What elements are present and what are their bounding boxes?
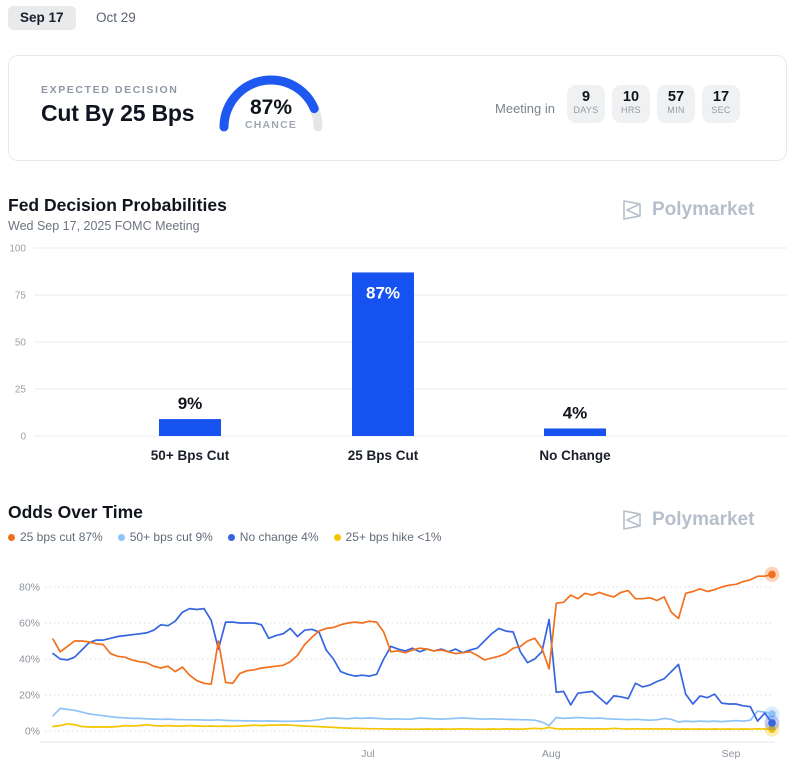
svg-text:20%: 20% bbox=[19, 690, 40, 702]
countdown-days-value: 9 bbox=[581, 89, 591, 105]
svg-text:4%: 4% bbox=[563, 403, 588, 422]
decision-title: Cut By 25 Bps bbox=[41, 100, 195, 126]
odds-over-time-line-chart[interactable]: 0% 20% 40% 60% 80% Jul Aug Sep bbox=[0, 552, 796, 770]
polymarket-wordmark: Polymarket bbox=[652, 509, 755, 530]
polymarket-logo[interactable]: Polymarket bbox=[620, 198, 754, 222]
fed-probabilities-title: Fed Decision Probabilities bbox=[8, 195, 227, 215]
svg-text:50: 50 bbox=[15, 338, 27, 349]
gauge-chance-label: CHANCE bbox=[244, 119, 298, 131]
legend-label: 50+ bps cut 9% bbox=[129, 530, 213, 544]
meeting-date-tabs: Sep 17 Oct 29 bbox=[8, 6, 148, 30]
svg-text:75: 75 bbox=[15, 291, 27, 302]
svg-text:Jul: Jul bbox=[361, 748, 374, 760]
polymarket-logo-2[interactable]: Polymarket bbox=[620, 508, 754, 532]
chance-gauge: 87% CHANCE bbox=[216, 70, 326, 134]
fed-probabilities-subtitle: Wed Sep 17, 2025 FOMC Meeting bbox=[8, 219, 200, 233]
countdown-seconds: 17 SEC bbox=[702, 85, 740, 123]
svg-text:80%: 80% bbox=[19, 582, 40, 594]
legend-item-50-bps-cut: 50+ bps cut 9% bbox=[117, 530, 213, 544]
legend-dot bbox=[8, 533, 15, 541]
tab-sep-17[interactable]: Sep 17 bbox=[8, 6, 76, 30]
legend-dot bbox=[333, 533, 341, 541]
svg-text:Aug: Aug bbox=[542, 748, 561, 760]
tab-oct-29[interactable]: Oct 29 bbox=[95, 10, 136, 25]
legend-item-25-bps-hike: 25+ bps hike <1% bbox=[333, 530, 442, 544]
svg-text:25 Bps Cut: 25 Bps Cut bbox=[348, 448, 419, 463]
countdown-minutes-unit: MIN bbox=[667, 105, 685, 115]
meeting-in-label: Meeting in bbox=[495, 101, 555, 116]
legend-item-no-change: No change 4% bbox=[227, 530, 319, 544]
svg-text:9%: 9% bbox=[178, 394, 203, 413]
legend-dot bbox=[117, 533, 125, 541]
fed-probabilities-bar-chart[interactable]: 0 25 50 75 100 9% 50+ Bps Cut 87% 25 Bps Cut 4% No… bbox=[0, 238, 796, 470]
svg-text:87%: 87% bbox=[366, 283, 400, 302]
svg-text:0: 0 bbox=[20, 432, 26, 443]
odds-over-time-title: Odds Over Time bbox=[8, 502, 143, 522]
svg-text:40%: 40% bbox=[19, 654, 40, 666]
countdown-days: 9 DAYS bbox=[567, 85, 605, 123]
summary-card: EXPECTED DECISION Cut By 25 Bps 87% CHAN… bbox=[8, 55, 787, 161]
countdown-minutes-value: 57 bbox=[667, 89, 685, 105]
odds-legend: 25 bps cut 87% 50+ bps cut 9% No change … bbox=[8, 530, 442, 544]
legend-label: No change 4% bbox=[239, 530, 319, 544]
gauge-value: 87% bbox=[249, 96, 293, 119]
legend-dot bbox=[227, 533, 235, 541]
gauge-arc bbox=[219, 75, 323, 132]
expected-decision-label: EXPECTED DECISION bbox=[41, 84, 179, 96]
svg-text:25: 25 bbox=[15, 385, 27, 396]
countdown-hours-unit: HRS bbox=[621, 105, 641, 115]
svg-text:Sep: Sep bbox=[722, 748, 741, 760]
countdown-hours: 10 HRS bbox=[612, 85, 650, 123]
svg-text:50+ Bps Cut: 50+ Bps Cut bbox=[151, 448, 230, 463]
legend-label: 25+ bps hike <1% bbox=[345, 530, 442, 544]
countdown-hours-value: 10 bbox=[622, 89, 640, 105]
svg-text:0%: 0% bbox=[25, 726, 40, 738]
polymarket-icon bbox=[623, 510, 641, 530]
svg-text:No Change: No Change bbox=[539, 448, 611, 463]
svg-text:100: 100 bbox=[9, 244, 26, 255]
svg-text:60%: 60% bbox=[19, 618, 40, 630]
countdown-seconds-value: 17 bbox=[712, 89, 730, 105]
legend-label: 25 bps cut 87% bbox=[20, 530, 103, 544]
countdown-minutes: 57 MIN bbox=[657, 85, 695, 123]
polymarket-wordmark: Polymarket bbox=[652, 199, 755, 220]
countdown-seconds-unit: SEC bbox=[711, 105, 731, 115]
countdown-days-unit: DAYS bbox=[573, 105, 599, 115]
legend-item-25-bps-cut: 25 bps cut 87% bbox=[8, 530, 103, 544]
polymarket-icon bbox=[623, 200, 641, 220]
